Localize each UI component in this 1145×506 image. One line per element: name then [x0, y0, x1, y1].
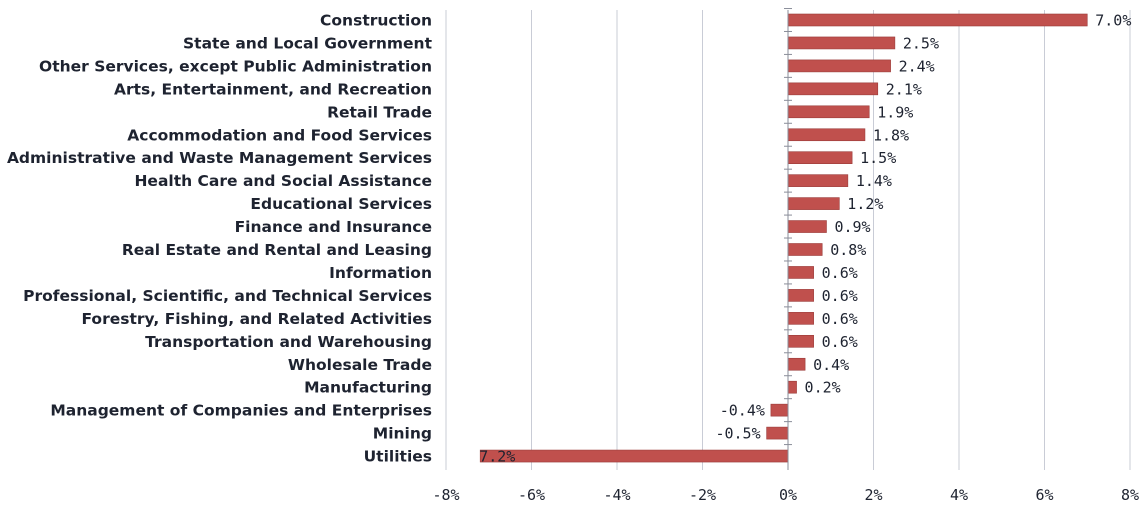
bar [787, 289, 814, 302]
category-label: Manufacturing [304, 379, 432, 397]
category-label: Real Estate and Rental and Leasing [122, 241, 432, 259]
bar [787, 105, 870, 119]
x-tick-label: 2% [864, 486, 882, 504]
bar [787, 220, 827, 233]
zero-axis [784, 8, 792, 470]
bar [787, 13, 1088, 27]
category-label: Information [329, 264, 432, 282]
category-label: Professional, Scientific, and Technical … [23, 287, 432, 305]
bar [787, 334, 814, 348]
category-label: Forestry, Fishing, and Related Activitie… [81, 310, 432, 328]
category-label: Utilities [364, 448, 432, 466]
category-label: Construction [320, 12, 432, 30]
category-label: Wholesale Trade [288, 356, 432, 374]
category-labels: Construction State and Local Government Ot… [7, 12, 433, 466]
x-tick-label: -6% [518, 486, 545, 504]
bar [787, 380, 797, 394]
bar [787, 312, 814, 325]
value-label: 7.0% [1095, 12, 1131, 30]
value-label: 2.5% [903, 34, 939, 52]
category-label: Transportation and Warehousing [145, 333, 432, 351]
x-tick-label: -2% [689, 486, 716, 504]
x-tick-label: 6% [1035, 486, 1053, 504]
value-label: 7.2% [479, 448, 515, 466]
bar [479, 449, 789, 463]
x-tick-labels: -8% -6% -4% -2% 0% 2% 4% 6% 8% [432, 486, 1139, 504]
bar [787, 357, 806, 371]
category-label: Educational Services [250, 195, 432, 213]
category-label: Mining [373, 425, 432, 443]
value-label: 1.4% [856, 172, 892, 190]
value-label: 1.2% [847, 195, 883, 213]
value-label: 0.6% [822, 264, 858, 282]
bar [787, 128, 866, 142]
bar [787, 174, 849, 187]
value-label: 0.9% [834, 218, 870, 236]
bar [787, 59, 891, 73]
value-label: 1.5% [860, 149, 896, 167]
category-label: Finance and Insurance [235, 218, 432, 236]
value-label: 0.6% [822, 287, 858, 305]
value-label: 1.9% [877, 103, 913, 121]
value-label: 0.8% [830, 241, 866, 259]
bar [787, 82, 879, 96]
bar [766, 426, 789, 440]
bars [479, 13, 1088, 463]
x-tick-label: 0% [779, 486, 797, 504]
bar [787, 243, 823, 256]
bar [787, 266, 814, 279]
category-label: State and Local Government [183, 34, 433, 52]
x-tick-label: -8% [432, 486, 459, 504]
value-label: 0.6% [822, 310, 858, 328]
x-tick-label: -4% [603, 486, 630, 504]
bar [787, 36, 896, 50]
category-label: Other Services, except Public Administra… [39, 57, 432, 75]
x-tick-label: 4% [950, 486, 968, 504]
category-label: Retail Trade [327, 103, 432, 121]
value-label: 1.8% [873, 126, 909, 144]
category-label: Arts, Entertainment, and Recreation [114, 80, 432, 98]
value-label: -0.4% [720, 402, 765, 420]
category-label: Management of Companies and Enterprises [50, 402, 432, 420]
value-label: 0.6% [822, 333, 858, 351]
value-label: 2.1% [886, 80, 922, 98]
value-label: 0.2% [805, 379, 841, 397]
x-tick-label: 8% [1121, 486, 1139, 504]
category-label: Administrative and Waste Management Serv… [7, 149, 432, 167]
category-label: Accommodation and Food Services [127, 126, 432, 144]
value-labels: 7.0% 2.5% 2.4% 2.1% 1.9% 1.8% 1.5% 1.4% 1.2% 0.9%… [479, 12, 1131, 466]
category-label: Health Care and Social Assistance [134, 172, 432, 190]
value-label: 2.4% [899, 57, 935, 75]
bar [770, 403, 789, 417]
value-label: -0.5% [715, 425, 760, 443]
bar [787, 197, 840, 210]
value-label: 0.4% [813, 356, 849, 374]
bar [787, 151, 853, 164]
